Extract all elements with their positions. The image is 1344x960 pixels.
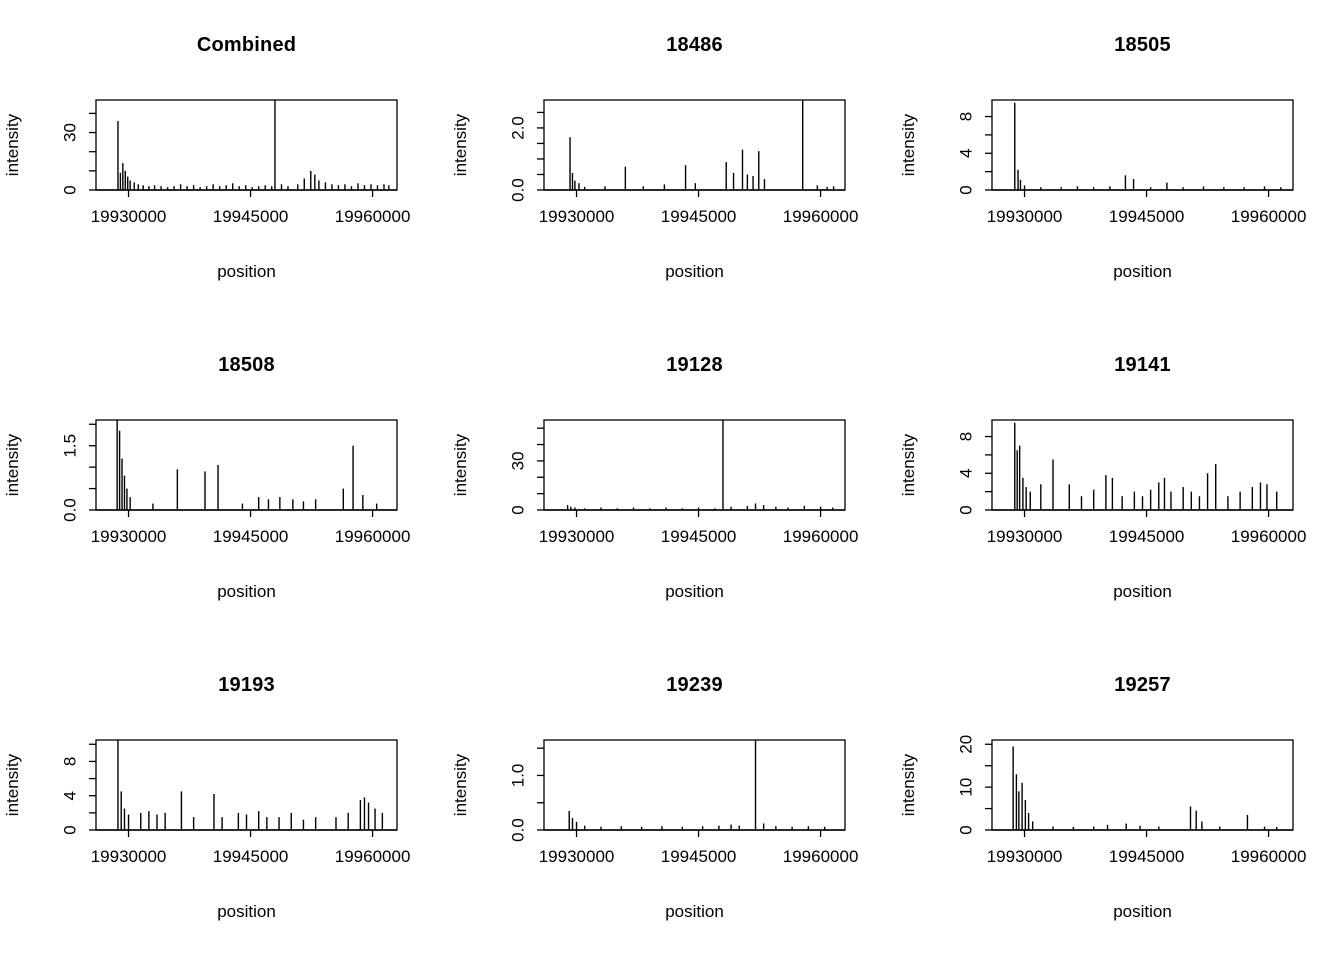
x-axis-label: position xyxy=(217,262,276,281)
svg-text:19945000: 19945000 xyxy=(1109,207,1185,226)
svg-text:20: 20 xyxy=(957,735,976,754)
svg-text:0: 0 xyxy=(957,825,976,834)
svg-text:30: 30 xyxy=(61,123,80,142)
svg-text:19960000: 19960000 xyxy=(783,207,859,226)
x-axis-label: position xyxy=(665,902,724,921)
svg-text:19930000: 19930000 xyxy=(987,847,1063,866)
plot-title: 18505 xyxy=(1114,34,1171,56)
plot-title: 19257 xyxy=(1114,674,1171,696)
svg-text:0.0: 0.0 xyxy=(509,818,528,842)
plot-canvas: 19930000 19945000 19960000 0.0 2.0 xyxy=(509,99,859,226)
x-axis-label: position xyxy=(1113,582,1172,601)
plot-panel-19193: 19193 intensity 19930000 19945000 19960000… xyxy=(0,640,448,960)
svg-text:1.5: 1.5 xyxy=(61,434,80,458)
svg-text:19945000: 19945000 xyxy=(213,207,289,226)
svg-text:19945000: 19945000 xyxy=(661,207,737,226)
x-axis-label: position xyxy=(1113,902,1172,921)
svg-text:2.0: 2.0 xyxy=(509,116,528,140)
plot-title: Combined xyxy=(196,34,297,56)
svg-text:0: 0 xyxy=(61,185,80,194)
plot-canvas: 19930000 19945000 19960000 0 30 xyxy=(61,99,411,226)
svg-text:19930000: 19930000 xyxy=(987,527,1063,546)
svg-text:19945000: 19945000 xyxy=(661,527,737,546)
plot-title: 19141 xyxy=(1114,354,1171,376)
x-axis-label: position xyxy=(217,582,276,601)
svg-text:4: 4 xyxy=(957,469,976,478)
x-axis-label: position xyxy=(665,582,724,601)
x-axis-label: position xyxy=(217,902,276,921)
svg-text:0.0: 0.0 xyxy=(509,178,528,202)
plot-canvas: 19930000 19945000 19960000 0 4 8 xyxy=(61,739,411,866)
svg-text:10: 10 xyxy=(957,778,976,797)
plot-title: 19239 xyxy=(666,674,723,696)
plot-title: 19128 xyxy=(666,354,723,376)
plot-canvas: 19930000 19945000 19960000 0.0 1.0 xyxy=(509,739,859,866)
svg-text:19960000: 19960000 xyxy=(335,207,411,226)
svg-text:0: 0 xyxy=(509,505,528,514)
svg-text:19930000: 19930000 xyxy=(91,847,167,866)
svg-text:19930000: 19930000 xyxy=(539,847,615,866)
svg-text:19960000: 19960000 xyxy=(335,527,411,546)
svg-text:0: 0 xyxy=(957,505,976,514)
svg-text:19960000: 19960000 xyxy=(1231,207,1307,226)
svg-text:19945000: 19945000 xyxy=(1109,847,1185,866)
plot-canvas: 19930000 19945000 19960000 0 4 8 xyxy=(957,419,1307,546)
svg-text:19945000: 19945000 xyxy=(213,527,289,546)
svg-text:19960000: 19960000 xyxy=(1231,527,1307,546)
plot-canvas: 19930000 19945000 19960000 0.0 1.5 xyxy=(61,419,411,546)
plot-panel-combined: Combined intensity 19930000 19945000 19960… xyxy=(0,0,448,320)
svg-text:4: 4 xyxy=(957,149,976,158)
plot-panel-18508: 18508 intensity 19930000 19945000 19960000… xyxy=(0,320,448,640)
x-axis-label: position xyxy=(665,262,724,281)
svg-text:8: 8 xyxy=(957,432,976,441)
plot-panel-19141: 19141 intensity 19930000 19945000 19960000… xyxy=(896,320,1344,640)
svg-text:19930000: 19930000 xyxy=(91,527,167,546)
plot-panel-18505: 18505 intensity 19930000 19945000 19960000… xyxy=(896,0,1344,320)
svg-text:19930000: 19930000 xyxy=(91,207,167,226)
svg-text:0: 0 xyxy=(61,825,80,834)
svg-text:19960000: 19960000 xyxy=(335,847,411,866)
svg-text:19945000: 19945000 xyxy=(661,847,737,866)
svg-text:4: 4 xyxy=(61,791,80,800)
svg-text:30: 30 xyxy=(509,451,528,470)
plot-panel-19239: 19239 intensity 19930000 19945000 19960000… xyxy=(448,640,896,960)
plot-title: 19193 xyxy=(218,674,275,696)
plot-panel-19257: 19257 intensity 19930000 19945000 19960000… xyxy=(896,640,1344,960)
svg-text:19945000: 19945000 xyxy=(1109,527,1185,546)
plot-canvas: 19930000 19945000 19960000 0 10 20 xyxy=(957,735,1307,866)
svg-text:19960000: 19960000 xyxy=(783,527,859,546)
svg-text:19960000: 19960000 xyxy=(783,847,859,866)
svg-text:19930000: 19930000 xyxy=(987,207,1063,226)
svg-text:0: 0 xyxy=(957,185,976,194)
svg-text:1.0: 1.0 xyxy=(509,764,528,788)
svg-text:8: 8 xyxy=(61,757,80,766)
plot-title: 18486 xyxy=(666,34,723,56)
svg-text:19930000: 19930000 xyxy=(539,527,615,546)
svg-text:19930000: 19930000 xyxy=(539,207,615,226)
plot-panel-18486: 18486 intensity 19930000 19945000 19960000… xyxy=(448,0,896,320)
svg-text:19960000: 19960000 xyxy=(1231,847,1307,866)
svg-text:0.0: 0.0 xyxy=(61,498,80,522)
plot-title: 18508 xyxy=(218,354,275,376)
plot-canvas: 19930000 19945000 19960000 0 30 xyxy=(509,419,859,546)
plot-canvas: 19930000 19945000 19960000 0 4 8 xyxy=(957,99,1307,226)
svg-text:8: 8 xyxy=(957,112,976,121)
x-axis-label: position xyxy=(1113,262,1172,281)
plot-panel-19128: 19128 intensity 19930000 19945000 19960000… xyxy=(448,320,896,640)
svg-text:19945000: 19945000 xyxy=(213,847,289,866)
